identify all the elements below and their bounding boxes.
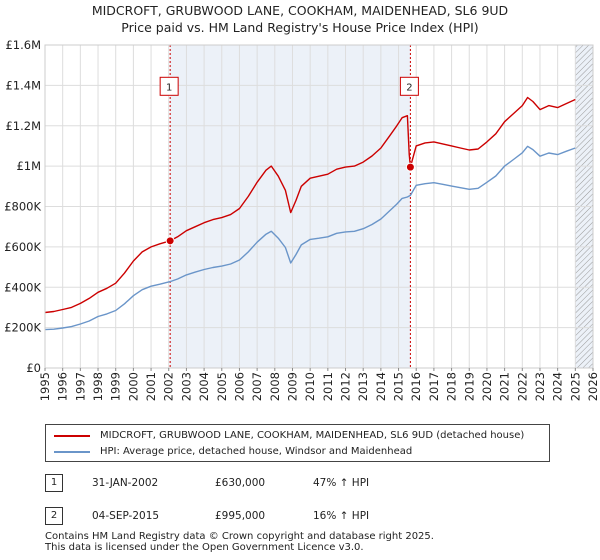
legend-label-hpi: HPI: Average price, detached house, Wind… [100, 446, 413, 457]
y-tick-label: £0 [26, 361, 41, 375]
series-line-hpi [44, 145, 576, 331]
x-tick-label: 2007 [250, 372, 264, 401]
transaction-date: 31-JAN-2002 [92, 477, 159, 489]
x-tick-label: 2005 [215, 372, 229, 401]
chart-title-line1: MIDCROFT, GRUBWOOD LANE, COOKHAM, MAIDEN… [91, 3, 509, 18]
y-tick-label: £200K [4, 321, 41, 335]
x-tick-label: 2010 [303, 372, 317, 401]
price-chart: 1 2 £0 £200K £400K £600K £800K £1M £1.2M £1.4M £1.… [4, 38, 600, 401]
x-tick-label: 2003 [179, 372, 193, 401]
transaction-point [405, 162, 415, 172]
y-tick-label: £1.6M [5, 38, 41, 52]
transaction-label-box [159, 76, 179, 96]
attribution-footer: Contains HM Land Registry data © Crown c… [45, 531, 434, 553]
transaction-label: 1 [166, 82, 172, 93]
x-tick-label: 2002 [162, 372, 176, 401]
transaction-hpi-diff: 47% ↑ HPI [313, 477, 370, 489]
y-tick-label: £1.4M [5, 78, 41, 92]
series-line-property [44, 96, 576, 314]
chart-title-line2: Price paid vs. HM Land Registry's House … [121, 20, 479, 35]
transaction-point [165, 236, 175, 246]
x-tick-label: 2024 [551, 372, 565, 401]
x-tick-label: 2022 [515, 372, 529, 401]
x-tick-label: 2001 [144, 372, 158, 401]
x-tick-label: 2019 [462, 372, 476, 401]
transaction-label-box [399, 76, 419, 96]
x-tick-label: 2026 [586, 372, 600, 401]
y-tick-label: £400K [4, 280, 41, 294]
transaction-hpi-diff: 16% ↑ HPI [313, 510, 370, 522]
x-tick-label: 2004 [197, 372, 211, 401]
y-tick-label: £1.2M [5, 119, 41, 133]
transaction-price: £630,000 [215, 477, 266, 489]
x-tick-label: 1995 [38, 372, 52, 401]
x-tick-label: 2011 [321, 372, 335, 401]
x-tick-label: 2018 [445, 372, 459, 401]
attribution-line2: This data is licensed under the Open Gov… [45, 542, 364, 553]
x-tick-label: 2014 [374, 372, 388, 401]
transaction-badge: 2 [45, 507, 63, 525]
x-tick-label: 1998 [91, 372, 105, 401]
attribution-line1: Contains HM Land Registry data © Crown c… [45, 531, 434, 542]
transaction-badge: 1 [45, 474, 63, 492]
x-tick-label: 2017 [427, 372, 441, 401]
chart-title: MIDCROFT, GRUBWOOD LANE, COOKHAM, MAIDEN… [0, 2, 600, 36]
x-tick-label: 2020 [480, 372, 494, 401]
x-tick-label: 2023 [533, 372, 547, 401]
x-tick-label: 2021 [498, 372, 512, 401]
x-tick-label: 2008 [268, 372, 282, 401]
transaction-price: £995,000 [215, 510, 266, 522]
x-tick-label: 1999 [109, 372, 123, 401]
legend-label-property: MIDCROFT, GRUBWOOD LANE, COOKHAM, MAIDEN… [100, 430, 525, 441]
x-tick-label: 1997 [73, 372, 87, 401]
y-tick-label: £1M [16, 159, 41, 173]
x-tick-label: 1996 [56, 372, 70, 401]
legend-swatch-property [54, 435, 90, 437]
x-tick-label: 2025 [568, 372, 582, 401]
x-tick-label: 2016 [409, 372, 423, 401]
y-tick-label: £600K [4, 240, 41, 254]
transaction-date: 04-SEP-2015 [92, 510, 160, 522]
x-tick-label: 2012 [339, 372, 353, 401]
legend-swatch-hpi [54, 451, 90, 453]
chart-legend: MIDCROFT, GRUBWOOD LANE, COOKHAM, MAIDEN… [45, 424, 550, 462]
x-tick-label: 2015 [392, 372, 406, 401]
plot-frame [44, 44, 594, 369]
x-tick-label: 2013 [356, 372, 370, 401]
x-tick-label: 2009 [285, 372, 299, 401]
transaction-label: 2 [406, 82, 412, 93]
y-tick-label: £800K [4, 200, 41, 214]
x-tick-label: 2006 [232, 372, 246, 401]
x-tick-label: 2000 [126, 372, 140, 401]
